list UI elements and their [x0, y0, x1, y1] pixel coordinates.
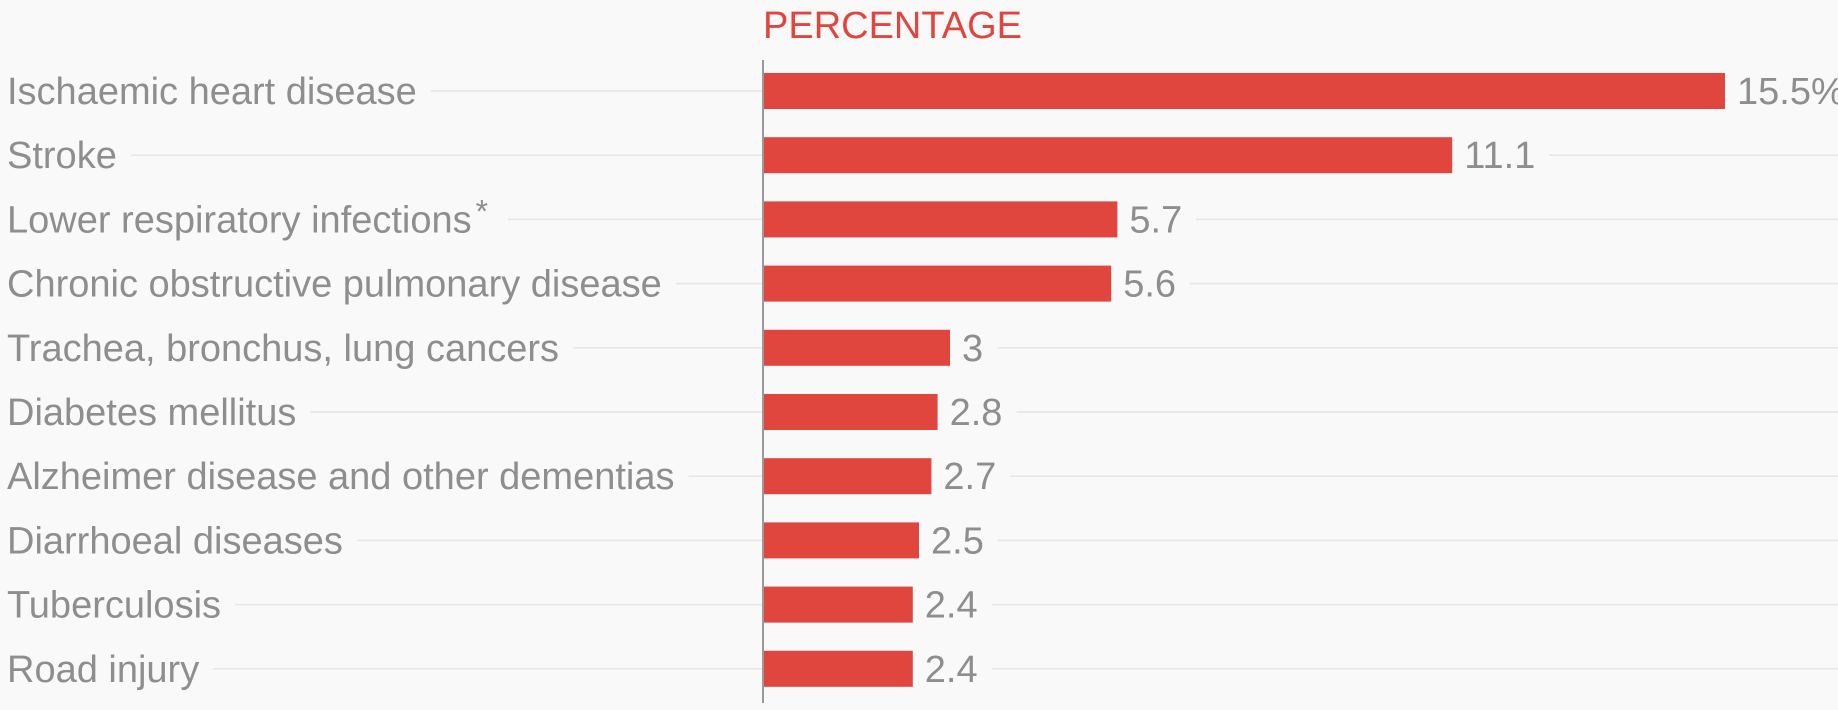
category-label: Road injury [7, 649, 199, 691]
category-label: Ischaemic heart disease [7, 71, 417, 113]
bar [764, 650, 913, 687]
value-label: 15.5% [1737, 71, 1838, 113]
category-label: Diarrhoeal diseases [7, 520, 343, 562]
value-label: 5.7 [1129, 199, 1182, 241]
bar [764, 394, 938, 430]
chart-title: PERCENTAGE [763, 5, 1022, 47]
category-label: Stroke [7, 135, 117, 177]
category-label: Chronic obstructive pulmonary disease [7, 264, 662, 306]
category-label: Alzheimer disease and other dementias [7, 456, 675, 498]
category-label: Lower respiratory infections [7, 199, 472, 241]
value-label: 2.5 [931, 520, 984, 562]
bar [764, 201, 1118, 238]
value-label: 2.8 [950, 392, 1003, 434]
annotation-asterisk: * [476, 193, 488, 229]
value-label: 2.4 [925, 649, 978, 691]
category-label: Diabetes mellitus [7, 392, 296, 434]
value-label: 5.6 [1123, 264, 1176, 306]
bar [764, 458, 932, 495]
gridlines [130, 90, 1838, 670]
bars [764, 73, 1725, 687]
bar [764, 522, 919, 559]
category-label: Trachea, bronchus, lung cancers [7, 328, 559, 370]
category-labels: Ischaemic heart disease Stroke Lower respi… [7, 71, 675, 691]
value-label: 11.1 [1464, 135, 1535, 177]
bar [764, 137, 1453, 174]
category-label: Tuberculosis [7, 585, 221, 627]
value-labels: 15.5% 11.1 5.7 5.6 3 2.8 2.7 2.5 2.4 2.4 [925, 71, 1838, 691]
value-label: 3 [962, 328, 983, 370]
value-label: 2.7 [943, 456, 996, 498]
bar [764, 265, 1112, 302]
bar [764, 586, 913, 623]
value-label: 2.4 [925, 585, 978, 627]
bar [764, 73, 1725, 109]
bar [764, 329, 950, 366]
